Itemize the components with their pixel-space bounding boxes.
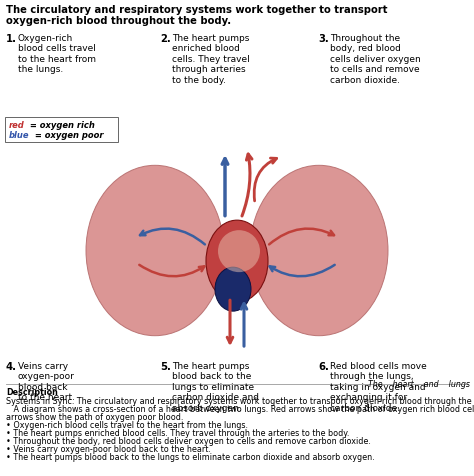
- Text: • Veins carry oxygen-poor blood back to the heart.: • Veins carry oxygen-poor blood back to …: [6, 444, 211, 453]
- Ellipse shape: [86, 166, 224, 336]
- Text: 2.: 2.: [160, 34, 171, 44]
- Text: 4.: 4.: [6, 361, 17, 371]
- Text: 3.: 3.: [318, 34, 329, 44]
- Ellipse shape: [250, 166, 388, 336]
- Ellipse shape: [206, 221, 268, 303]
- Text: Veins carry
oxygen-poor
blood back
to the heart.: Veins carry oxygen-poor blood back to th…: [18, 361, 75, 401]
- Text: • Throughout the body, red blood cells deliver oxygen to cells and remove carbon: • Throughout the body, red blood cells d…: [6, 436, 371, 445]
- Text: • The heart pumps blood back to the lungs to eliminate carbon dioxide and absorb: • The heart pumps blood back to the lung…: [6, 452, 374, 461]
- Text: arrows show the path of oxygen poor blood.: arrows show the path of oxygen poor bloo…: [6, 412, 183, 421]
- Text: Description: Description: [6, 387, 58, 396]
- Text: red: red: [9, 121, 25, 130]
- Text: 6.: 6.: [318, 361, 329, 371]
- Text: Systems in Sync. The circulatory and respiratory systems work together to transp: Systems in Sync. The circulatory and res…: [6, 396, 474, 405]
- Text: • The heart pumps enriched blood cells. They travel through the arteries to the : • The heart pumps enriched blood cells. …: [6, 428, 349, 437]
- Text: oxygen-rich blood throughout the body.: oxygen-rich blood throughout the body.: [6, 16, 231, 26]
- Text: A diagram shows a cross-section of a heart between two lungs. Red arrows show th: A diagram shows a cross-section of a hea…: [6, 404, 474, 413]
- Text: The    heart    and    lungs: The heart and lungs: [368, 379, 470, 388]
- Text: = oxygen poor: = oxygen poor: [32, 131, 103, 140]
- Text: 5.: 5.: [160, 361, 171, 371]
- Text: • Oxygen-rich blood cells travel to the heart from the lungs.: • Oxygen-rich blood cells travel to the …: [6, 420, 248, 429]
- Text: The heart pumps
enriched blood
cells. They travel
through arteries
to the body.: The heart pumps enriched blood cells. Th…: [172, 34, 250, 84]
- Text: Oxygen-rich
blood cells travel
to the heart from
the lungs.: Oxygen-rich blood cells travel to the he…: [18, 34, 96, 74]
- Ellipse shape: [215, 268, 251, 311]
- Ellipse shape: [218, 231, 260, 273]
- Text: = oxygen rich: = oxygen rich: [27, 121, 95, 130]
- Text: Red blood cells move
through the lungs,
taking in oxygen and
exchanging it for
c: Red blood cells move through the lungs, …: [330, 361, 427, 412]
- Text: blue: blue: [9, 131, 29, 140]
- Text: The heart pumps
blood back to the
lungs to eliminate
carbon dioxide and
absorb o: The heart pumps blood back to the lungs …: [172, 361, 259, 412]
- FancyBboxPatch shape: [6, 117, 118, 142]
- Text: Throughout the
body, red blood
cells deliver oxygen
to cells and remove
carbon d: Throughout the body, red blood cells del…: [330, 34, 421, 84]
- Text: The circulatory and respiratory systems work together to transport: The circulatory and respiratory systems …: [6, 5, 388, 15]
- Text: 1.: 1.: [6, 34, 17, 44]
